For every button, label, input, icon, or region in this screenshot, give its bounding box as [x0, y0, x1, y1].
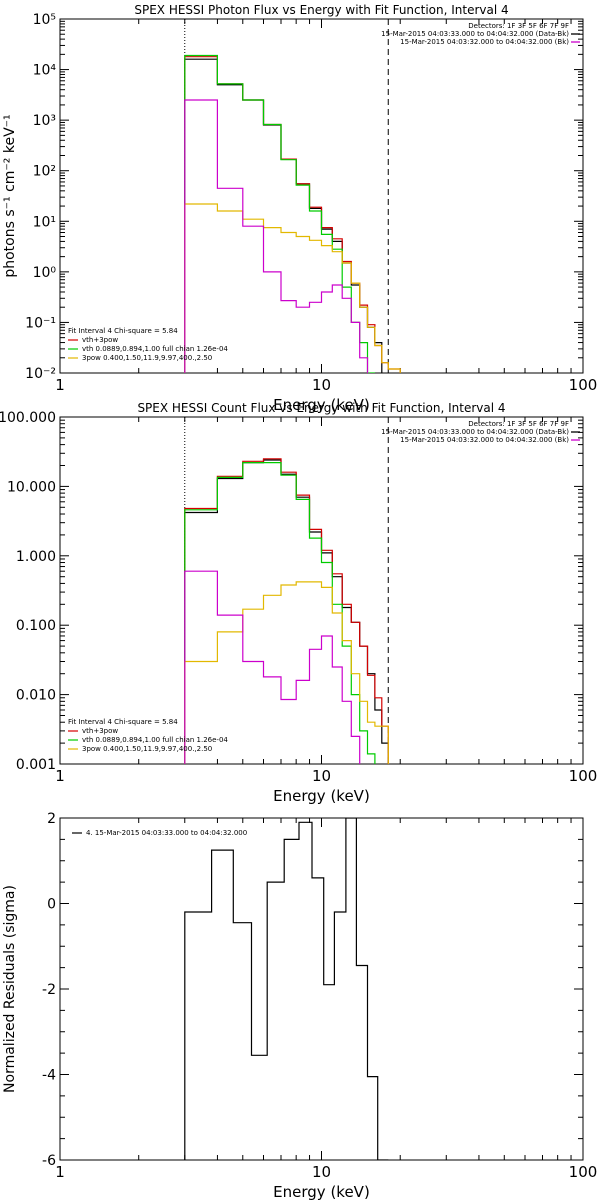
- y-axis-label: Normalized Residuals (sigma): [2, 885, 18, 1093]
- y-tick-label: 10⁰: [33, 265, 57, 281]
- x-tick-label: 1: [55, 376, 65, 394]
- y-tick-label: 10.000: [7, 479, 56, 495]
- header-text: 15-Mar-2015 04:03:32.000 to 04:04:32.000…: [400, 436, 569, 444]
- x-tick-label: 1: [55, 1163, 65, 1181]
- chart-3: 1 10 100 -6 -4 -2 0 2 Energy (keV) Normalized Res…: [2, 811, 597, 1200]
- legend-text: vth 0.0889,0.894,1.00 full chian 1.26e-0…: [82, 345, 228, 353]
- x-axis-label: Energy (keV): [273, 1183, 370, 1200]
- y-axis-label: photons s⁻¹ cm⁻² keV⁻¹: [2, 114, 18, 277]
- legend-text: Fit Interval 4 Chi-square = 5.84: [68, 718, 178, 726]
- y-tick-label: 0.001: [16, 757, 56, 773]
- series-line-1: [184, 818, 389, 1160]
- header-text: 15-Mar-2015 04:03:32.000 to 04:04:32.000…: [400, 38, 569, 46]
- series-line-3: [184, 54, 375, 373]
- y-tick-label: 10⁻²: [25, 366, 56, 382]
- plot-frame: [59, 416, 584, 765]
- y-tick-label: 10⁵: [33, 12, 56, 28]
- series-line-5: [184, 99, 369, 373]
- header-text: Detectors: 1F 3F 5F 6F 7F 9F: [468, 22, 569, 30]
- plot-frame: [59, 18, 584, 374]
- x-tick-label: 10: [312, 1163, 331, 1181]
- series-group: [184, 818, 389, 1160]
- y-tick-label: 10²: [33, 164, 56, 180]
- series-line-3: [184, 462, 376, 764]
- legend-text: 4. 15-Mar-2015 04:03:33.000 to 04:04:32.…: [86, 829, 247, 837]
- y-tick-label: 10⁴: [33, 63, 57, 79]
- y-tick-label: 0: [47, 897, 56, 913]
- y-tick-label: 2: [47, 811, 56, 827]
- header-text: 15-Mar-2015 04:03:33.000 to 04:04:32.000…: [381, 30, 569, 38]
- header-text: 15-Mar-2015 04:03:33.000 to 04:04:32.000…: [381, 428, 569, 436]
- y-tick-label: 10⁻¹: [25, 315, 56, 331]
- x-tick-label: 1: [55, 767, 65, 785]
- x-tick-label: 100: [569, 767, 598, 785]
- y-tick-label: -4: [42, 1068, 56, 1084]
- legend-text: Fit Interval 4 Chi-square = 5.84: [68, 327, 178, 335]
- legend-text: vth 0.0889,0.894,1.00 full chian 1.26e-0…: [82, 736, 228, 744]
- series-group: [184, 458, 389, 764]
- chart-2: 1 10 100 0.001 0.010 0.100 1.000 10.000 100.000 S…: [0, 401, 597, 805]
- series-line-5: [184, 570, 361, 764]
- legend-text: 3pow 0.400,1.50,11.9,9.97,400.,2.50: [82, 745, 212, 753]
- x-axis-label: Energy (keV): [273, 396, 370, 414]
- chart-title: SPEX HESSI Count Flux vs Energy with Fit…: [137, 401, 505, 415]
- y-tick-label: 100.000: [0, 410, 56, 426]
- plot-frame: [59, 817, 584, 1161]
- x-tick-label: 10: [312, 376, 331, 394]
- y-tick-label: 0.010: [16, 688, 56, 704]
- series-line-4: [184, 203, 401, 373]
- series-group: [184, 54, 401, 373]
- y-tick-label: -2: [42, 982, 56, 998]
- series-line-1: [184, 459, 389, 764]
- y-tick-label: 10³: [33, 113, 56, 129]
- y-tick-label: 0.100: [16, 618, 56, 634]
- y-tick-label: 1.000: [16, 549, 56, 565]
- legend-text: vth+3pow: [82, 727, 118, 735]
- x-tick-label: 100: [569, 376, 598, 394]
- x-tick-label: 100: [569, 1163, 598, 1181]
- y-tick-label: 10¹: [33, 214, 56, 230]
- chart-title: SPEX HESSI Photon Flux vs Energy with Fi…: [134, 3, 508, 17]
- legend-text: 3pow 0.400,1.50,11.9,9.97,400.,2.50: [82, 354, 212, 362]
- chart-1: 1 10 100 10⁻² 10⁻¹ 10⁰ 10¹ 10² 10³ 10⁴ 10⁵ SPEX HES…: [2, 3, 597, 414]
- series-line-4: [184, 581, 389, 764]
- series-line-2: [184, 458, 389, 764]
- series-line-1: [184, 58, 383, 373]
- x-axis-label: Energy (keV): [273, 787, 370, 805]
- legend-text: vth+3pow: [82, 336, 118, 344]
- header-text: Detectors: 1F 3F 5F 6F 7F 9F: [468, 420, 569, 428]
- x-tick-label: 10: [312, 767, 331, 785]
- y-tick-label: -6: [42, 1153, 56, 1169]
